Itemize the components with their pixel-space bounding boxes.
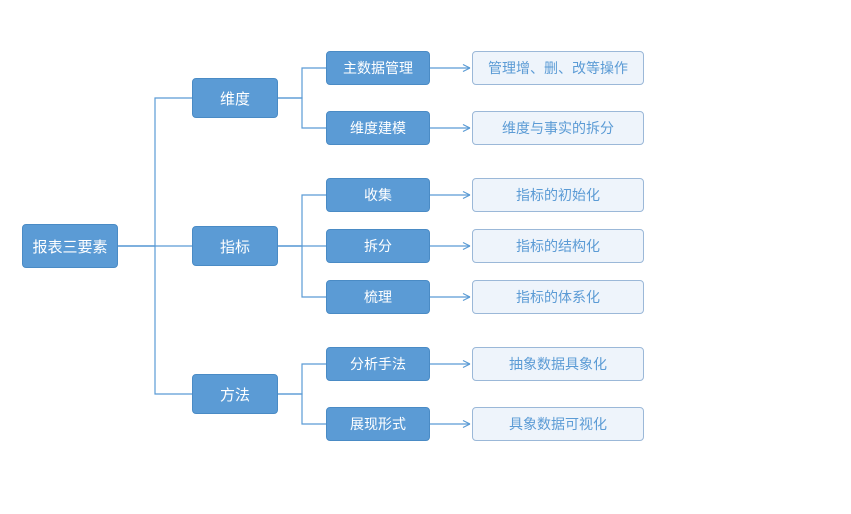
subnode-1-0: 收集 bbox=[326, 178, 430, 212]
subnode-2-1: 展现形式 bbox=[326, 407, 430, 441]
branch-0: 维度 bbox=[192, 78, 278, 118]
leaf-1-2-label: 指标的体系化 bbox=[516, 287, 600, 307]
subnode-1-1: 拆分 bbox=[326, 229, 430, 263]
branch-0-label: 维度 bbox=[220, 88, 250, 109]
branch-2: 方法 bbox=[192, 374, 278, 414]
branch-2-label: 方法 bbox=[220, 384, 250, 405]
leaf-0-1: 维度与事实的拆分 bbox=[472, 111, 644, 145]
subnode-1-0-label: 收集 bbox=[364, 185, 392, 205]
leaf-1-0-label: 指标的初始化 bbox=[516, 185, 600, 205]
subnode-2-0: 分析手法 bbox=[326, 347, 430, 381]
subnode-2-1-label: 展现形式 bbox=[350, 414, 406, 434]
leaf-1-2: 指标的体系化 bbox=[472, 280, 644, 314]
subnode-1-2-label: 梳理 bbox=[364, 287, 392, 307]
subnode-1-1-label: 拆分 bbox=[364, 236, 392, 256]
root-node: 报表三要素 bbox=[22, 224, 118, 268]
subnode-0-0: 主数据管理 bbox=[326, 51, 430, 85]
subnode-2-0-label: 分析手法 bbox=[350, 354, 406, 374]
subnode-1-2: 梳理 bbox=[326, 280, 430, 314]
leaf-1-1: 指标的结构化 bbox=[472, 229, 644, 263]
root-node-label: 报表三要素 bbox=[32, 236, 107, 257]
leaf-1-0: 指标的初始化 bbox=[472, 178, 644, 212]
leaf-0-0: 管理增、删、改等操作 bbox=[472, 51, 644, 85]
leaf-2-1-label: 具象数据可视化 bbox=[509, 414, 607, 434]
subnode-0-0-label: 主数据管理 bbox=[343, 58, 413, 78]
leaf-0-0-label: 管理增、删、改等操作 bbox=[488, 58, 628, 78]
subnode-0-1-label: 维度建模 bbox=[350, 118, 406, 138]
leaf-2-1: 具象数据可视化 bbox=[472, 407, 644, 441]
leaf-2-0-label: 抽象数据具象化 bbox=[509, 354, 607, 374]
branch-1-label: 指标 bbox=[220, 236, 250, 257]
leaf-1-1-label: 指标的结构化 bbox=[516, 236, 600, 256]
leaf-2-0: 抽象数据具象化 bbox=[472, 347, 644, 381]
subnode-0-1: 维度建模 bbox=[326, 111, 430, 145]
branch-1: 指标 bbox=[192, 226, 278, 266]
leaf-0-1-label: 维度与事实的拆分 bbox=[502, 118, 614, 138]
